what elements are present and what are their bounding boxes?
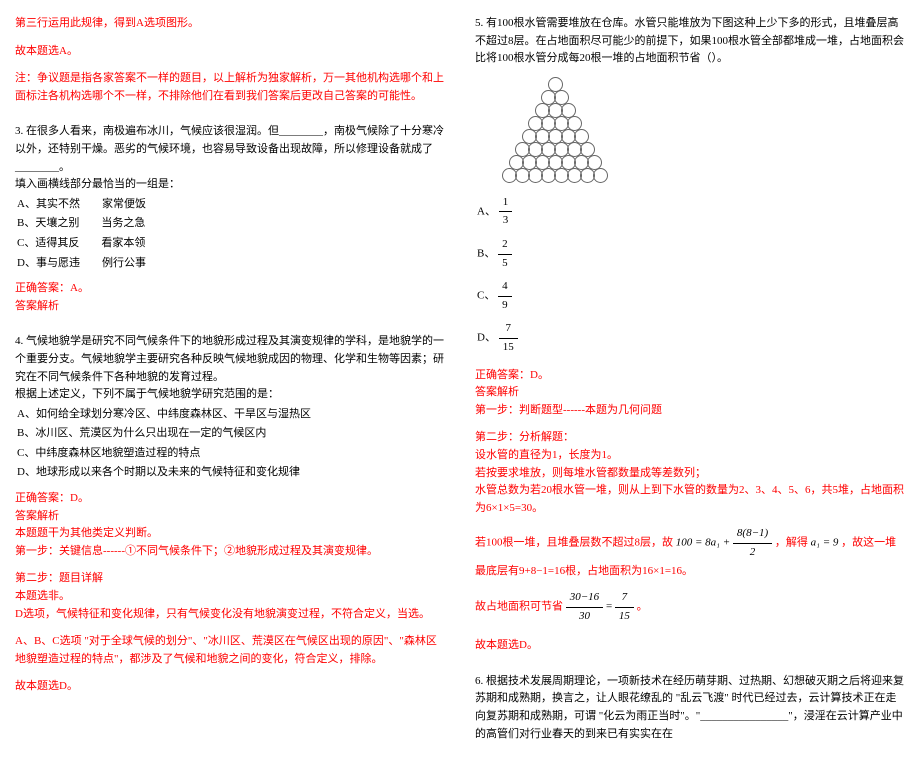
q5-formula2: 故占地面积可节省 30−1630 = 715 。 [475, 587, 905, 627]
q4-step2b: D选项，气候特征和变化规律，只有气候变化没有地貌演变过程，不符合定义，当选。 [15, 606, 445, 624]
q5-option-c: C、 49 [475, 276, 905, 316]
q6-stem: 6. 根据技术发展周期理论，一项新技术在经历萌芽期、过热期、幻想破灭期之后将迎来… [475, 673, 905, 743]
question-4: 4. 气候地貌学是研究不同气候条件下的地貌形成过程及其演变规律的学科，是地貌学的… [15, 333, 445, 696]
q5-answer: 正确答案：D。 [475, 367, 905, 385]
q5-d-label: D、 [477, 332, 496, 344]
q5-b-label: B、 [477, 248, 495, 260]
q4-step2d: 故本题选D。 [15, 678, 445, 696]
q3-answer-label: 答案解析 [15, 298, 445, 316]
q4-option-c: C、中纬度森林区地貌塑造过程的特点 [15, 445, 445, 463]
q4-analysis-2: 第一步：关键信息------①不同气候条件下；②地貌形成过程及其演变规律。 [15, 543, 445, 561]
q4-step2-label: 第二步：题目详解 [15, 570, 445, 588]
q5-option-b: B、 25 [475, 234, 905, 274]
q5-step2c: 水管总数为若20根水管一堆，则从上到下水管的数量为2、3、4、5、6，共5堆，占… [475, 482, 905, 517]
q5-c-label: C、 [477, 290, 495, 302]
pyramid-row [495, 117, 615, 130]
q5-end: 故本题选D。 [475, 637, 905, 655]
pyramid-row [495, 156, 615, 169]
q4-analysis-1: 本题题干为其他类定义判断。 [15, 525, 445, 543]
q4-answer-label: 答案解析 [15, 508, 445, 526]
q3-stem: 3. 在很多人看来，南极遍布冰川，气候应该很湿润。但________，南极气候除… [15, 123, 445, 176]
question-6: 6. 根据技术发展周期理论，一项新技术在经历萌芽期、过热期、幻想破灭期之后将迎来… [475, 673, 905, 743]
question-3: 3. 在很多人看来，南极遍布冰川，气候应该很湿润。但________，南极气候除… [15, 123, 445, 315]
pyramid-row [495, 91, 615, 104]
pyramid-row [495, 169, 615, 182]
q5-step2-label: 第二步：分析解题： [475, 429, 905, 447]
pyramid-row [495, 78, 615, 91]
q4-prompt: 根据上述定义，下列不属于气候地貌学研究范围的是： [15, 386, 445, 404]
q3-option-a: A、其实不然 家常便饭 [15, 196, 445, 214]
prev-answer-block: 第三行运用此规律，得到A选项图形。 故本题选A。 注：争议题是指各家答案不一样的… [15, 15, 445, 105]
prev-line1: 第三行运用此规律，得到A选项图形。 [15, 15, 445, 33]
q3-option-d: D、事与愿违 例行公事 [15, 255, 445, 273]
q5-step1: 第一步：判断题型------本题为几何问题 [475, 402, 905, 420]
q5-stem: 5. 有100根水管需要堆放在仓库。水管只能堆放为下图这种上少下多的形式，且堆叠… [475, 15, 905, 68]
q4-option-d: D、地球形成以来各个时期以及未来的气候特征和变化规律 [15, 464, 445, 482]
pyramid-row [495, 104, 615, 117]
pyramid-row [495, 130, 615, 143]
q5-answer-label: 答案解析 [475, 384, 905, 402]
q5-step2b: 若按要求堆放，则每堆水管都数量成等差数列； [475, 465, 905, 483]
pipe-circle [593, 168, 608, 183]
q5-option-a: A、 13 [475, 192, 905, 232]
pyramid-row [495, 143, 615, 156]
question-5: 5. 有100根水管需要堆放在仓库。水管只能堆放为下图这种上少下多的形式，且堆叠… [475, 15, 905, 655]
q3-prompt: 填入画横线部分最恰当的一组是： [15, 176, 445, 194]
q4-step2a: 本题选非。 [15, 588, 445, 606]
q4-option-a: A、如何给全球划分寒冷区、中纬度森林区、干旱区与湿热区 [15, 406, 445, 424]
pyramid-diagram [495, 78, 905, 182]
q5-step2a: 设水管的直径为1，长度为1。 [475, 447, 905, 465]
q5-option-d: D、 715 [475, 318, 905, 358]
q3-option-b: B、天壤之别 当务之急 [15, 215, 445, 233]
prev-line2: 故本题选A。 [15, 43, 445, 61]
q5-a-label: A、 [477, 205, 496, 217]
right-column: 5. 有100根水管需要堆放在仓库。水管只能堆放为下图这种上少下多的形式，且堆叠… [475, 15, 905, 761]
q3-answer: 正确答案：A。 [15, 280, 445, 298]
q5-formula1: 若100根一堆，且堆叠层数不超过8层，故 100 = 8a₁ + 8(8−1)2… [475, 523, 905, 581]
left-column: 第三行运用此规律，得到A选项图形。 故本题选A。 注：争议题是指各家答案不一样的… [15, 15, 445, 761]
q3-option-c: C、适得其反 看家本领 [15, 235, 445, 253]
q4-option-b: B、冰川区、荒漠区为什么只出现在一定的气候区内 [15, 425, 445, 443]
q4-answer: 正确答案：D。 [15, 490, 445, 508]
q4-stem: 4. 气候地貌学是研究不同气候条件下的地貌形成过程及其演变规律的学科，是地貌学的… [15, 333, 445, 386]
prev-note: 注：争议题是指各家答案不一样的题目，以上解析为独家解析，万一其他机构选哪个和上面… [15, 70, 445, 105]
